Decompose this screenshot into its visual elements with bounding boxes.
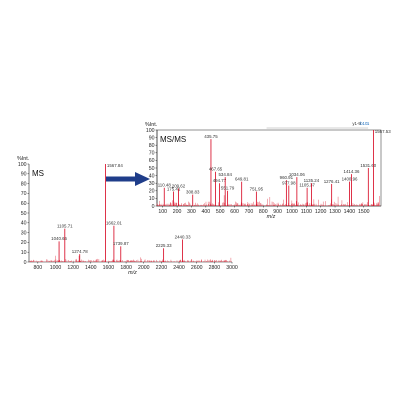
- peak-label: 1414.36: [344, 169, 360, 174]
- y-tick-label: 60: [21, 201, 27, 207]
- peak-label: 2440.33: [175, 234, 191, 239]
- x-tick-label: 400: [201, 209, 210, 215]
- x-tick-label: 1800: [120, 265, 132, 271]
- y-tick-label: 30: [21, 230, 27, 236]
- y-tick-label: 80: [21, 181, 27, 187]
- peak-label: 209.62: [172, 183, 186, 188]
- peak-label: 751.95: [250, 186, 264, 191]
- y-tick-label: 80: [149, 143, 155, 149]
- x-tick-label: 1100: [301, 209, 312, 215]
- peak-label: 1274.78: [72, 249, 88, 254]
- y-tick-label: 10: [21, 250, 27, 256]
- peak-label: 1034.06: [289, 172, 305, 177]
- y-tick-label: 20: [21, 240, 27, 246]
- x-tick-label: 2800: [209, 265, 221, 271]
- peak-label: 1567.53: [375, 129, 391, 134]
- x-tick-label: 1200: [315, 209, 327, 215]
- peak-label: 551.79: [221, 186, 235, 191]
- x-tick-label: 500: [216, 209, 225, 215]
- peak-label: 494.77: [213, 178, 227, 183]
- peak-label: 1040.66: [51, 236, 67, 241]
- x-tick-label: 1200: [67, 265, 79, 271]
- y-tick-label: 100: [18, 162, 27, 168]
- peak-label: 534.84: [218, 172, 232, 177]
- peak-label: 175.41: [167, 186, 181, 191]
- peak-label: 1135.24: [304, 178, 320, 183]
- y-tick-label: 50: [21, 211, 27, 217]
- peak-label: 467.65: [209, 167, 223, 172]
- x-tick-label: 1000: [50, 265, 62, 271]
- y-tick-label: 50: [149, 166, 155, 172]
- x-tick-label: 1600: [103, 265, 115, 271]
- x-tick-label: 200: [173, 209, 182, 215]
- peak-label: 1739.87: [113, 241, 129, 246]
- y-tick-label: 20: [149, 189, 155, 195]
- peak-label: 1567.84: [107, 163, 123, 168]
- y-tick-label: 30: [149, 181, 155, 187]
- x-tick-label: 1300: [329, 209, 341, 215]
- noise-peaks: [28, 255, 232, 262]
- peak-label: 110.48: [158, 183, 172, 188]
- y-axis-label: %Int.: [145, 122, 157, 128]
- annotation-label: b10: [360, 121, 368, 126]
- y-tick-label: 70: [21, 191, 27, 197]
- peak-label: 1105.71: [57, 223, 73, 228]
- x-axis-label: m/z: [128, 270, 137, 276]
- noise-peaks: [156, 195, 381, 206]
- peak-label: 1105.37: [299, 183, 315, 188]
- peak-label: 2225.33: [156, 243, 172, 248]
- x-tick-label: 1400: [344, 209, 356, 215]
- peak-label: 1276.41: [324, 179, 340, 184]
- x-tick-label: 1500: [358, 209, 370, 215]
- x-tick-label: 700: [245, 209, 254, 215]
- x-tick-label: 1000: [286, 209, 298, 215]
- peak-label: 977.98: [282, 180, 296, 185]
- y-tick-label: 60: [149, 158, 155, 164]
- y-tick-label: 70: [149, 151, 155, 157]
- fragment-annotations: y1-9 b10 1: [266, 121, 370, 129]
- y-tick-label: 10: [149, 196, 155, 202]
- y-tick-label: 40: [149, 173, 155, 179]
- peak-label: 1662.01: [106, 221, 122, 226]
- x-tick-label: 800: [33, 265, 42, 271]
- x-tick-label: 100: [158, 209, 167, 215]
- x-tick-label: 900: [273, 209, 282, 215]
- x-tick-label: 1400: [85, 265, 97, 271]
- x-axis-label: m/z: [267, 214, 276, 220]
- labeled-peaks: 1040.66 1105.71 1274.78 1567.84 1662.01 1739.…: [51, 163, 191, 262]
- peak-label: 960.91: [280, 175, 294, 180]
- peak-label: 435.75: [204, 134, 218, 139]
- peak-label: 1400.96: [342, 176, 358, 181]
- x-tick-label: 2200: [156, 265, 168, 271]
- arrow-head: [135, 172, 150, 186]
- x-tick-label: 3000: [226, 265, 238, 271]
- peak-label: 308.83: [186, 189, 200, 194]
- transition-arrow: [106, 172, 150, 186]
- y-tick-label: 100: [146, 128, 155, 134]
- annotation-label: 1: [367, 121, 370, 126]
- y-tick-label: 40: [21, 221, 27, 227]
- x-tick-label: 300: [187, 209, 196, 215]
- y-tick-label: 0: [24, 260, 27, 266]
- x-tick-label: 2600: [191, 265, 203, 271]
- y-tick-label: 90: [21, 172, 27, 178]
- x-tick-label: 2400: [173, 265, 185, 271]
- peak-label: 649.81: [235, 176, 249, 181]
- annotation-label: y1-9: [352, 121, 361, 126]
- panel-title: MS/MS: [160, 135, 186, 144]
- y-axis-label: %Int.: [17, 156, 29, 162]
- peak-label: 1531.60: [360, 163, 376, 168]
- x-tick-label: 600: [230, 209, 239, 215]
- y-tick-label: 0: [152, 204, 155, 210]
- y-tick-label: 90: [149, 135, 155, 141]
- panel-title: MS: [32, 169, 44, 178]
- x-tick-label: 2000: [138, 265, 150, 271]
- x-tick-label: 800: [259, 209, 268, 215]
